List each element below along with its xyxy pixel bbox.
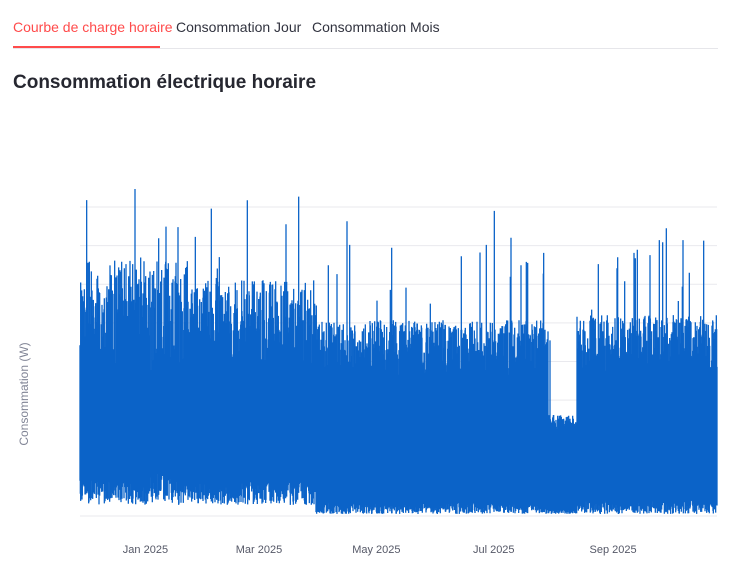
x-axis-ticks: Jan 2025 Mar 2025 May 2025 Jul 2025 Sep 2025	[123, 544, 637, 556]
x-tick-label: Mar 2025	[236, 544, 282, 556]
x-tick-label: Jan 2025	[123, 544, 168, 556]
chart-series	[79, 189, 718, 514]
tab-courbe-de-charge-horaire[interactable]: Courbe de charge horaire	[13, 19, 173, 35]
chart-container: Consommation (W) Jan 2025 Mar 2025 May 202…	[0, 170, 741, 586]
tab-consommation-jour[interactable]: Consommation Jour	[176, 19, 302, 35]
x-tick-label: May 2025	[352, 544, 400, 556]
page-title: Consommation électrique horaire	[13, 72, 317, 93]
series-line	[79, 189, 718, 514]
tab-consommation-mois[interactable]: Consommation Mois	[312, 19, 440, 35]
x-tick-label: Sep 2025	[590, 544, 637, 556]
x-tick-label: Jul 2025	[473, 544, 515, 556]
tab-bar: Courbe de charge horaire Consommation Jo…	[13, 0, 718, 49]
y-axis-label: Consommation (W)	[17, 342, 31, 445]
active-tab-indicator	[13, 46, 160, 48]
hourly-consumption-chart[interactable]: Consommation (W) Jan 2025 Mar 2025 May 202…	[0, 170, 741, 586]
